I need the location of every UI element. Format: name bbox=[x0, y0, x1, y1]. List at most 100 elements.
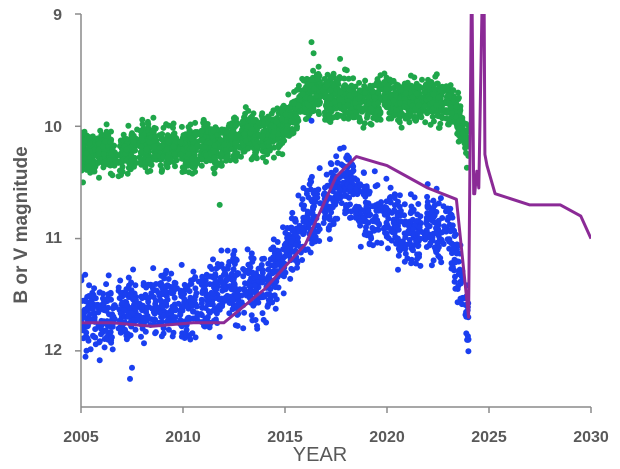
data-point bbox=[408, 260, 415, 267]
data-point bbox=[163, 121, 170, 128]
data-point bbox=[207, 263, 214, 270]
data-point bbox=[199, 297, 206, 303]
data-point bbox=[360, 183, 367, 190]
data-point bbox=[170, 143, 177, 150]
data-point bbox=[447, 104, 454, 111]
data-point bbox=[124, 170, 131, 177]
data-point bbox=[134, 317, 141, 323]
data-point bbox=[240, 273, 247, 280]
data-point bbox=[410, 247, 416, 254]
data-point bbox=[122, 291, 128, 298]
data-point bbox=[428, 262, 435, 269]
data-point bbox=[294, 258, 301, 265]
data-point bbox=[360, 169, 367, 176]
data-point bbox=[250, 118, 257, 124]
data-point bbox=[232, 135, 239, 142]
data-point bbox=[303, 109, 310, 115]
data-point bbox=[356, 79, 363, 86]
data-point bbox=[171, 294, 178, 301]
data-point bbox=[347, 214, 353, 221]
data-point bbox=[421, 88, 428, 95]
data-point bbox=[374, 239, 381, 246]
data-point bbox=[249, 154, 256, 161]
data-point bbox=[410, 226, 417, 232]
data-point bbox=[147, 167, 154, 174]
data-point bbox=[199, 273, 206, 280]
data-point bbox=[464, 333, 471, 340]
data-point bbox=[233, 122, 240, 128]
data-point bbox=[234, 322, 241, 329]
data-point bbox=[301, 202, 308, 209]
data-point bbox=[192, 129, 199, 135]
data-point bbox=[361, 105, 368, 112]
data-point bbox=[458, 279, 465, 285]
data-point bbox=[342, 66, 348, 73]
data-point bbox=[397, 243, 404, 250]
data-point bbox=[374, 217, 381, 224]
data-point bbox=[130, 266, 137, 273]
data-point bbox=[465, 348, 472, 355]
data-point bbox=[259, 143, 266, 150]
data-point bbox=[422, 119, 429, 126]
data-point bbox=[179, 289, 186, 296]
data-point bbox=[285, 91, 292, 98]
data-point bbox=[397, 100, 403, 107]
data-point bbox=[366, 100, 372, 107]
data-point bbox=[103, 121, 110, 128]
data-point bbox=[107, 289, 114, 296]
data-point bbox=[240, 266, 247, 272]
data-point bbox=[245, 145, 252, 152]
data-point bbox=[255, 299, 262, 306]
data-point bbox=[188, 301, 195, 308]
data-point bbox=[198, 312, 205, 319]
data-point bbox=[344, 168, 351, 175]
data-point bbox=[261, 128, 267, 135]
data-point bbox=[193, 303, 200, 310]
data-point bbox=[453, 250, 460, 257]
data-point bbox=[128, 152, 135, 159]
data-point bbox=[419, 76, 425, 83]
data-point bbox=[193, 156, 200, 163]
data-point bbox=[180, 132, 187, 139]
data-point bbox=[368, 105, 375, 112]
data-point bbox=[315, 63, 322, 70]
data-point bbox=[398, 124, 405, 131]
data-point bbox=[352, 206, 359, 213]
data-point bbox=[371, 168, 378, 175]
data-point bbox=[230, 266, 237, 273]
data-point bbox=[375, 207, 382, 214]
data-point bbox=[100, 159, 107, 166]
data-point bbox=[189, 145, 196, 152]
data-point bbox=[349, 113, 356, 120]
data-point bbox=[266, 291, 273, 298]
data-point bbox=[431, 212, 438, 219]
data-point bbox=[308, 77, 315, 83]
data-point bbox=[289, 228, 296, 235]
data-point bbox=[192, 168, 199, 175]
data-point bbox=[457, 136, 464, 143]
data-point bbox=[427, 121, 434, 128]
data-point bbox=[214, 261, 221, 267]
data-point bbox=[424, 193, 431, 200]
data-point bbox=[198, 156, 205, 163]
data-point bbox=[299, 75, 306, 82]
data-point bbox=[382, 224, 389, 230]
data-point bbox=[289, 209, 296, 216]
data-point bbox=[125, 122, 132, 129]
data-point bbox=[243, 288, 250, 295]
data-point bbox=[366, 190, 372, 197]
data-point bbox=[100, 164, 107, 171]
x-axis-title: YEAR bbox=[293, 444, 347, 466]
data-point bbox=[152, 133, 159, 140]
data-point bbox=[336, 74, 343, 80]
data-point bbox=[352, 214, 359, 221]
data-point bbox=[455, 89, 462, 96]
data-point bbox=[177, 151, 184, 158]
data-point bbox=[238, 153, 244, 160]
data-point bbox=[430, 197, 437, 204]
data-point bbox=[198, 127, 205, 134]
data-point bbox=[413, 117, 420, 124]
data-point bbox=[445, 214, 452, 221]
data-point bbox=[308, 173, 315, 180]
data-point bbox=[395, 252, 402, 259]
